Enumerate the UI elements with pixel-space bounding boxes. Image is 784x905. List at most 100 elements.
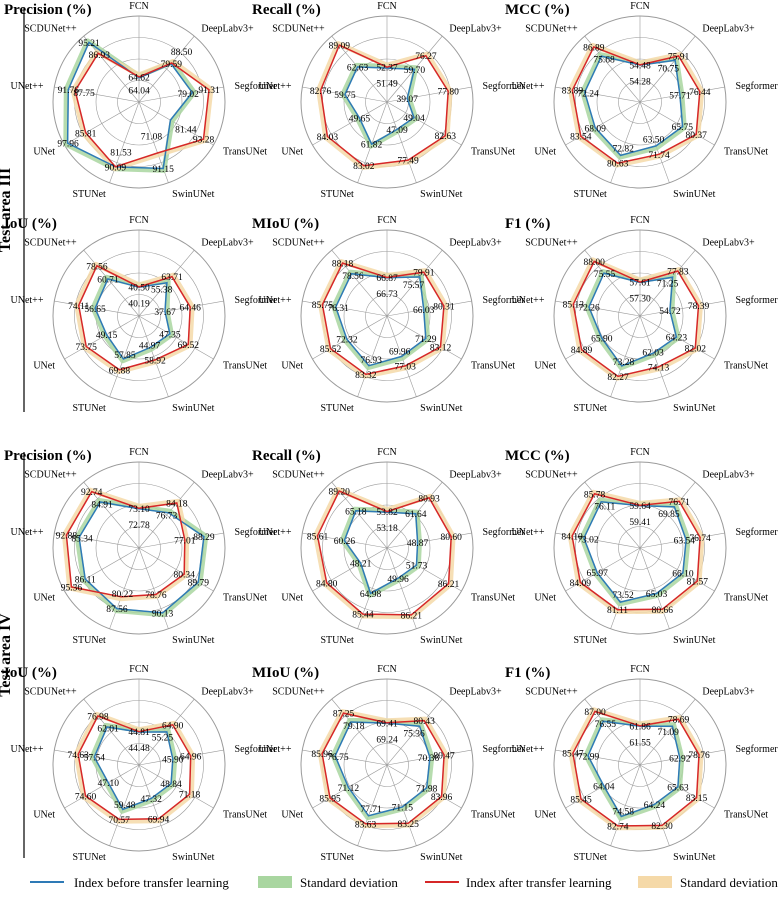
- radar-chart: Recall (%) FCN DeepLabv3+ Segformer TransUNe…: [252, 447, 525, 646]
- value-label-inner: 65.03: [646, 590, 668, 600]
- value-label-outer: 89.09: [329, 42, 351, 52]
- category-label: SwinUNet: [420, 635, 462, 646]
- chart-title: MCC (%): [505, 2, 570, 18]
- category-label: UNet++: [11, 81, 44, 92]
- category-label: SCDUNet++: [24, 687, 77, 698]
- value-label-inner: 74.58: [613, 807, 635, 817]
- value-label-outer: 88.18: [332, 260, 354, 270]
- value-label-outer: 92.74: [81, 488, 103, 498]
- category-label: FCN: [377, 215, 396, 226]
- value-label-outer: 88.50: [171, 48, 193, 58]
- value-label-inner: 55.25: [152, 734, 174, 744]
- category-label: STUNet: [573, 852, 607, 863]
- value-label-outer: 80.37: [686, 131, 708, 141]
- grid-spoke: [386, 764, 417, 846]
- after-sd-band: [317, 709, 449, 829]
- grid-spoke: [64, 547, 140, 592]
- category-label: DeepLabv3+: [702, 470, 755, 481]
- value-label-outer: 64.62: [128, 73, 150, 83]
- grid-spoke: [64, 315, 140, 360]
- value-label-outer: 80.63: [607, 160, 629, 170]
- value-label-outer: 87.25: [333, 710, 355, 720]
- value-label-inner: 65.63: [667, 783, 689, 793]
- category-label: Segformer: [736, 295, 779, 306]
- before-series-line: [588, 272, 678, 367]
- value-label-inner: 51.49: [376, 80, 398, 90]
- value-label-outer: 64.90: [162, 721, 184, 731]
- value-label-inner: 78.56: [342, 272, 364, 282]
- grid-spoke: [138, 35, 195, 103]
- value-label-outer: 84.10: [561, 533, 583, 543]
- value-label-outer: 77.03: [395, 362, 417, 372]
- category-label: TransUNet: [724, 147, 768, 158]
- value-label-outer: 78.69: [668, 716, 690, 726]
- value-label-outer: 53.82: [376, 508, 398, 518]
- category-label: TransUNet: [724, 593, 768, 604]
- value-label-inner: 86.93: [89, 51, 111, 61]
- value-label-outer: 77.49: [397, 157, 419, 167]
- grid-spoke: [138, 300, 224, 317]
- value-label-outer: 85.47: [562, 750, 584, 760]
- category-label: SwinUNet: [420, 403, 462, 414]
- chart-title: Recall (%): [252, 448, 321, 464]
- value-label-inner: 59.75: [334, 91, 356, 101]
- value-label-outer: 90.13: [152, 609, 174, 619]
- value-label-outer: 69.41: [376, 719, 398, 729]
- value-label-inner: 64.23: [666, 334, 688, 344]
- category-label: UNet++: [512, 527, 545, 538]
- value-label-inner: 76.93: [361, 356, 383, 366]
- value-label-outer: 71.74: [648, 151, 670, 161]
- category-label: Segformer: [736, 81, 779, 92]
- grid-spoke: [302, 749, 388, 766]
- category-label: UNet: [534, 361, 556, 372]
- value-label-outer: 82.76: [310, 87, 332, 97]
- value-label-outer: 88.29: [193, 533, 215, 543]
- before-sd-band: [330, 717, 435, 821]
- after-series-line: [77, 264, 191, 371]
- value-label-outer: 97.96: [57, 140, 79, 150]
- after-sd-band: [74, 261, 195, 375]
- category-label: UNet: [33, 361, 55, 372]
- value-label-inner: 61.55: [629, 738, 651, 748]
- category-label: STUNet: [72, 189, 106, 200]
- category-label: SwinUNet: [673, 189, 715, 200]
- value-label-outer: 84.80: [316, 579, 338, 589]
- grid-spoke: [138, 764, 169, 846]
- category-label: UNet++: [512, 295, 545, 306]
- value-label-inner: 62.01: [97, 725, 119, 735]
- radar-chart: MIoU (%) FCN DeepLabv3+ Segformer TransUNet S…: [252, 664, 525, 863]
- value-label-outer: 85.52: [320, 345, 342, 355]
- category-label: SwinUNet: [420, 852, 462, 863]
- radar-chart: F1 (%) FCN DeepLabv3+ Segformer TransUNet Swi…: [505, 664, 778, 863]
- value-label-outer: 92.88: [56, 532, 78, 542]
- category-label: Segformer: [235, 81, 278, 92]
- before-sd-band: [63, 38, 197, 173]
- grid-spoke: [138, 481, 195, 549]
- category-label: Segformer: [483, 295, 526, 306]
- value-label-outer: 76.74: [689, 534, 711, 544]
- value-label-outer: 44.81: [128, 728, 150, 738]
- value-label-inner: 77.71: [360, 805, 382, 815]
- category-label: Segformer: [235, 744, 278, 755]
- category-label: SCDUNet++: [272, 238, 325, 249]
- radar-chart: IoU (%) FCN DeepLabv3+ Segformer TransUNet Sw…: [4, 664, 277, 863]
- category-label: TransUNet: [471, 810, 515, 821]
- category-label: STUNet: [72, 635, 106, 646]
- before-series-line: [66, 41, 194, 170]
- grid-spoke: [639, 101, 715, 146]
- category-label: SCDUNet++: [24, 238, 77, 249]
- value-label-outer: 78.39: [688, 302, 710, 312]
- radar-chart: IoU (%) FCN DeepLabv3+ Segformer TransUNet Sw…: [4, 215, 277, 414]
- category-label: SCDUNet++: [272, 24, 325, 35]
- value-label-outer: 57.61: [629, 279, 651, 289]
- value-label-inner: 61.82: [361, 141, 383, 151]
- value-label-inner: 57.54: [84, 754, 106, 764]
- value-label-inner: 87.75: [73, 89, 95, 99]
- value-label-inner: 77.01: [174, 536, 196, 546]
- legend-after-sd-swatch: [638, 876, 672, 888]
- value-label-outer: 69.52: [178, 341, 200, 351]
- value-label-inner: 84.91: [91, 500, 113, 510]
- category-label: Segformer: [736, 744, 779, 755]
- category-label: TransUNet: [223, 593, 267, 604]
- value-label-inner: 80.22: [112, 590, 134, 600]
